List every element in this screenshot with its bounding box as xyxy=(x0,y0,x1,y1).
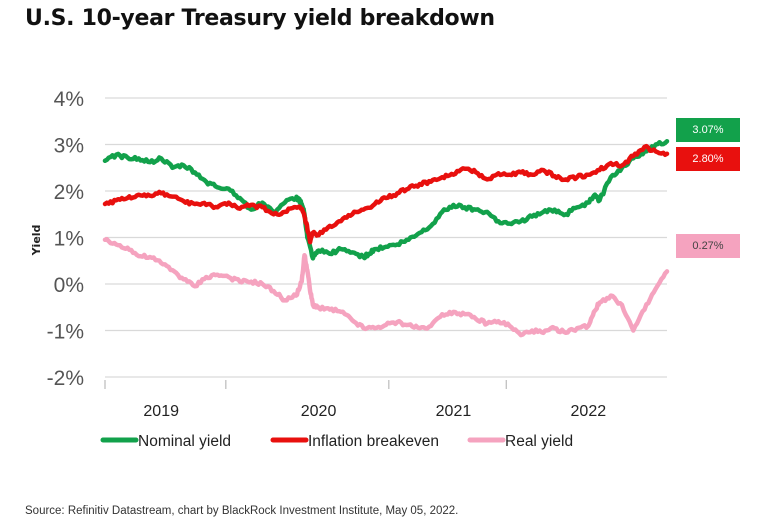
source-note: Source: Refinitiv Datastream, chart by B… xyxy=(25,505,459,517)
y-tick-label: 2% xyxy=(54,181,84,204)
end-value-label: 0.27% xyxy=(676,234,740,258)
x-tick-label: 2022 xyxy=(571,403,607,420)
y-axis-ticks: 4% 3% 2% 1% 0% -1% -2% xyxy=(47,88,84,390)
y-tick-label: 1% xyxy=(54,228,84,251)
y-tick-label: 3% xyxy=(54,135,84,158)
chart-title: U.S. 10-year Treasury yield breakdown xyxy=(25,6,495,31)
legend: Nominal yield Inflation breakeven Real yie… xyxy=(100,433,573,450)
legend-label: Real yield xyxy=(505,433,573,450)
y-tick-label: 4% xyxy=(54,88,84,111)
x-tick-label: 2021 xyxy=(436,403,472,420)
legend-label: Inflation breakeven xyxy=(308,433,439,450)
y-tick-label: 0% xyxy=(54,274,84,297)
x-axis: 2019 2020 2021 2022 xyxy=(104,380,607,420)
legend-label: Nominal yield xyxy=(138,433,231,450)
x-tick-label: 2019 xyxy=(143,403,179,420)
series-line-real-yield xyxy=(102,236,670,338)
series-line-inflation-breakeven xyxy=(102,143,670,245)
y-tick-label: -1% xyxy=(47,321,84,344)
end-value-label: 2.80% xyxy=(676,147,740,171)
gridlines xyxy=(105,97,667,378)
series-line-nominal-yield xyxy=(102,138,670,261)
x-tick-label: 2020 xyxy=(301,403,337,420)
y-axis-label: Yield xyxy=(30,225,43,257)
series-lines xyxy=(102,138,670,338)
end-value-label: 3.07% xyxy=(676,118,740,142)
y-tick-label: -2% xyxy=(47,367,84,390)
